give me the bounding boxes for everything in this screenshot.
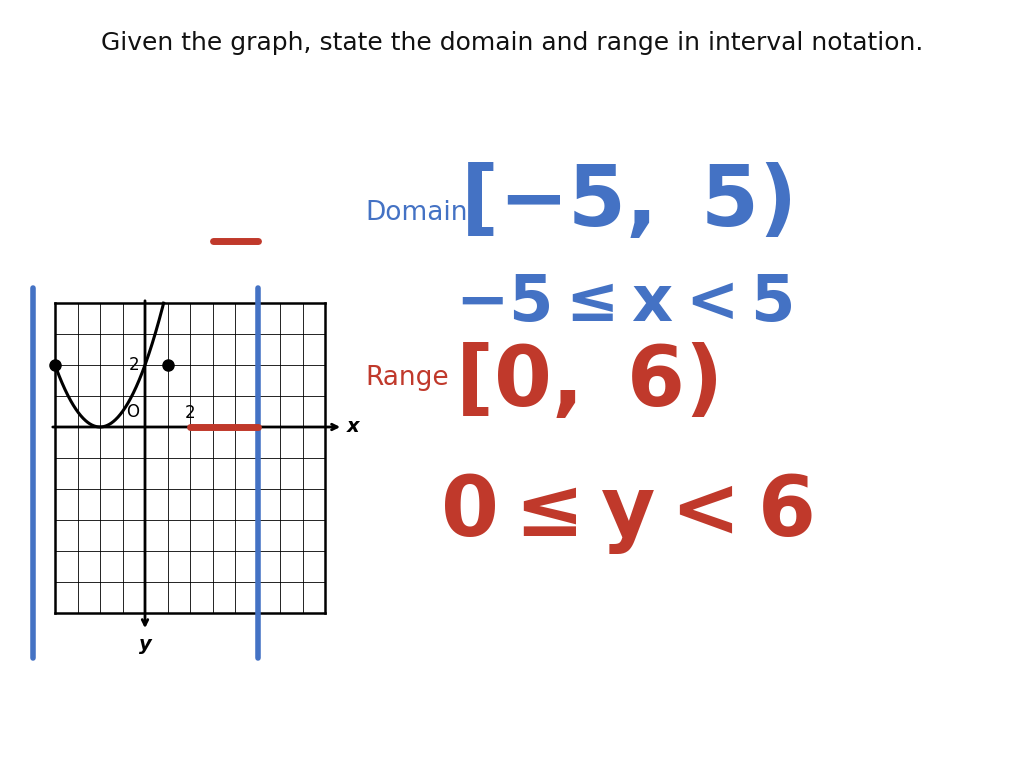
Text: y: y (138, 635, 152, 654)
Text: $\mathbf{[0,\ 6)}$: $\mathbf{[0,\ 6)}$ (455, 343, 717, 423)
Text: Domain: Domain (365, 200, 468, 226)
Text: 2: 2 (184, 404, 196, 422)
Text: $\mathbf{[-5,\ 5)}$: $\mathbf{[-5,\ 5)}$ (460, 163, 792, 243)
Text: O: O (126, 403, 139, 421)
Text: $\mathbf{-5 \leq x < 5}$: $\mathbf{-5 \leq x < 5}$ (455, 272, 793, 334)
Text: 2: 2 (128, 356, 139, 374)
Text: Range: Range (365, 365, 449, 391)
Text: Given the graph, state the domain and range in interval notation.: Given the graph, state the domain and ra… (100, 31, 924, 55)
Text: x: x (347, 418, 359, 436)
Text: $\mathbf{0 \leq y < 6}$: $\mathbf{0 \leq y < 6}$ (440, 471, 813, 555)
